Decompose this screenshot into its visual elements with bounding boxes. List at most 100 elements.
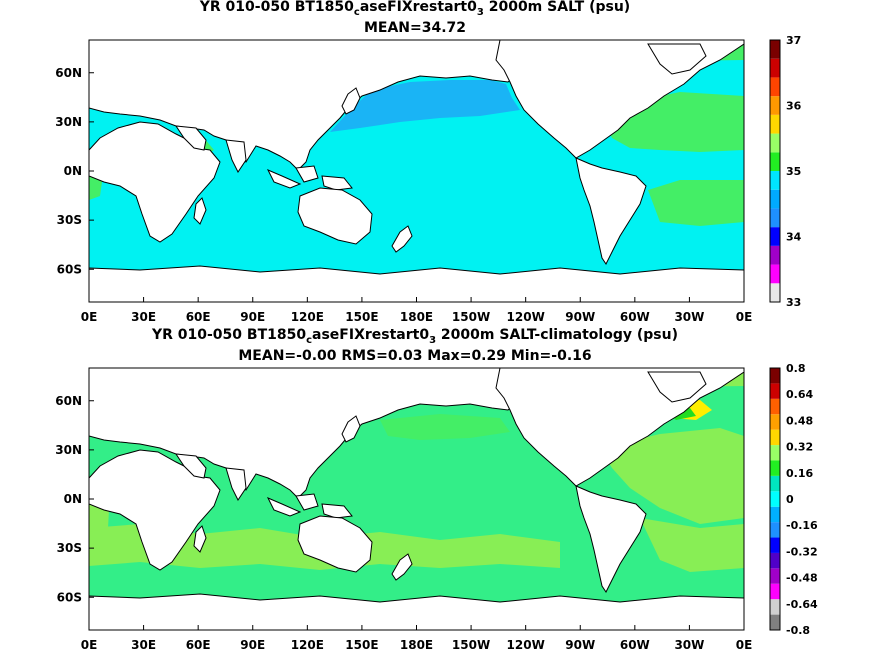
cb1-frame <box>769 39 781 303</box>
panel1-lat-label: 60N <box>55 66 82 80</box>
panel2-atlantic-pos <box>600 428 744 524</box>
cb1-label: 37 <box>786 34 801 47</box>
panel2-lon-label: 90E <box>240 638 265 652</box>
cb2-label: -0.48 <box>786 572 818 585</box>
panel2-lon-label: 90W <box>565 638 595 652</box>
cb1-swatch <box>770 40 780 59</box>
panel2-lat-label: 30N <box>55 443 82 457</box>
panel2-lon-label: 150W <box>452 638 490 652</box>
cb2-swatch <box>770 460 780 476</box>
cb1-label: 35 <box>786 165 801 178</box>
panel1-lon-label: 30E <box>131 310 156 324</box>
panel2-lon-label: 0E <box>736 638 753 652</box>
panel1-lon-label: 120E <box>291 310 324 324</box>
panel1-title-sub-a: c <box>353 6 360 18</box>
panel2-title-text-b: aseFIXrestart0 <box>312 327 430 343</box>
cb2-label: 0 <box>786 493 794 506</box>
cb1-swatch <box>770 152 780 171</box>
panel2-stats: MEAN=-0.00 RMS=0.03 Max=0.29 Min=-0.16 <box>238 348 592 364</box>
cb2-swatch <box>770 429 780 446</box>
cb2-swatch <box>770 568 780 584</box>
cb2-swatch <box>770 537 780 553</box>
cb1-swatch <box>770 77 780 97</box>
cb2-swatch <box>770 475 780 492</box>
panel1-satl-salty <box>648 180 744 226</box>
cb2-label: -0.64 <box>786 598 818 611</box>
panel2-map <box>89 368 744 630</box>
cb2-swatch <box>770 552 780 569</box>
panel2-lon-label: 60W <box>620 638 650 652</box>
cb2-label: 0.8 <box>786 362 806 375</box>
cb2-label: 0.32 <box>786 441 813 454</box>
panel2-lat-label: 0N <box>64 492 82 506</box>
panel1-map <box>89 40 744 302</box>
cb1-label: 36 <box>786 100 802 113</box>
panel2-lon-label: 120W <box>507 638 545 652</box>
panel2-lat-label: 60N <box>55 394 82 408</box>
cb1-swatch <box>770 245 780 265</box>
panel2-npac-pos <box>380 414 510 440</box>
panel1-lon-label: 60W <box>620 310 650 324</box>
cb1-swatch <box>770 264 780 284</box>
panel1-lon-label: 90E <box>240 310 265 324</box>
panel2-title-text-c: 2000m SALT-climatology (psu) <box>436 327 678 343</box>
panel1-stats: MEAN=34.72 <box>363 20 467 36</box>
panel1-lat-label: 30N <box>55 115 82 129</box>
cb2-swatch <box>770 445 780 461</box>
panel1-npac-fresh <box>330 80 520 132</box>
panel2-lon-label: 120E <box>291 638 324 652</box>
panel2-lon-label: 30W <box>674 638 704 652</box>
cb2-swatch <box>770 491 780 507</box>
cb1-label: 34 <box>786 231 802 244</box>
panel1-title-sub-b: 3 <box>476 6 484 18</box>
panel2-lat-label: 60S <box>57 590 82 604</box>
panel2-lat-label: 30S <box>57 541 82 555</box>
cb2-label: 0.16 <box>786 467 813 480</box>
cb1-swatch <box>770 227 780 246</box>
panel2-lon-label: 60E <box>186 638 211 652</box>
cb2-swatch <box>770 583 780 600</box>
cb1-label: 33 <box>786 296 801 309</box>
cb2-label: 0.64 <box>786 388 813 401</box>
panel1-lon-label: 0E <box>736 310 753 324</box>
cb2-swatch <box>770 614 780 630</box>
cb2-swatch <box>770 368 780 384</box>
panel1-title-text-c: 2000m SALT (psu) <box>483 0 631 15</box>
panel1-title-text-a: YR 010-050 BT1850 <box>199 0 354 15</box>
panel2-satl-pos <box>640 518 744 572</box>
panel2-title: YR 010-050 BT1850caseFIXrestart03 2000m … <box>0 327 830 349</box>
panel1-title: YR 010-050 BT1850caseFIXrestart03 2000m … <box>0 0 830 21</box>
cb2-label: -0.16 <box>786 519 818 532</box>
cb1-swatch <box>770 208 780 228</box>
cb2-label: -0.32 <box>786 545 818 558</box>
cb2-label: -0.8 <box>786 624 810 637</box>
cb1-swatch <box>770 58 780 78</box>
panel1-lat-label: 0N <box>64 164 82 178</box>
cb2-swatch <box>770 599 780 615</box>
cb1-swatch <box>770 114 780 134</box>
cb2-swatch <box>770 522 780 538</box>
cb1-swatch <box>770 96 780 115</box>
cb2-frame <box>769 367 781 631</box>
panel1-title-text-b: aseFIXrestart0 <box>359 0 477 15</box>
panel2-title-sub-b: 3 <box>429 334 437 346</box>
cb2-swatch <box>770 398 780 415</box>
cb2-swatch <box>770 414 780 430</box>
panel2-title-text-a: YR 010-050 BT1850 <box>151 327 307 343</box>
panel1-lon-label: 180E <box>400 310 433 324</box>
cb2-swatch <box>770 506 780 523</box>
cb2-label: 0.48 <box>786 414 813 427</box>
panel2-colorbar: 0.8 0.64 0.48 0.32 0.16 0 -0.16 -0.32 -0.48 -0.64… <box>769 362 818 637</box>
cb1-swatch <box>770 171 780 190</box>
panel1-lon-label: 90W <box>565 310 595 324</box>
cb1-swatch <box>770 189 780 209</box>
cb1-swatch <box>770 133 780 153</box>
panel2-lon-label: 150E <box>345 638 378 652</box>
panel2-title-sub-a: c <box>306 334 313 346</box>
panel1-lon-label: 120W <box>507 310 545 324</box>
panel2-lon-label: 30E <box>131 638 156 652</box>
panel1-lon-label: 150W <box>452 310 490 324</box>
panel1-lon-label: 0E <box>81 310 98 324</box>
